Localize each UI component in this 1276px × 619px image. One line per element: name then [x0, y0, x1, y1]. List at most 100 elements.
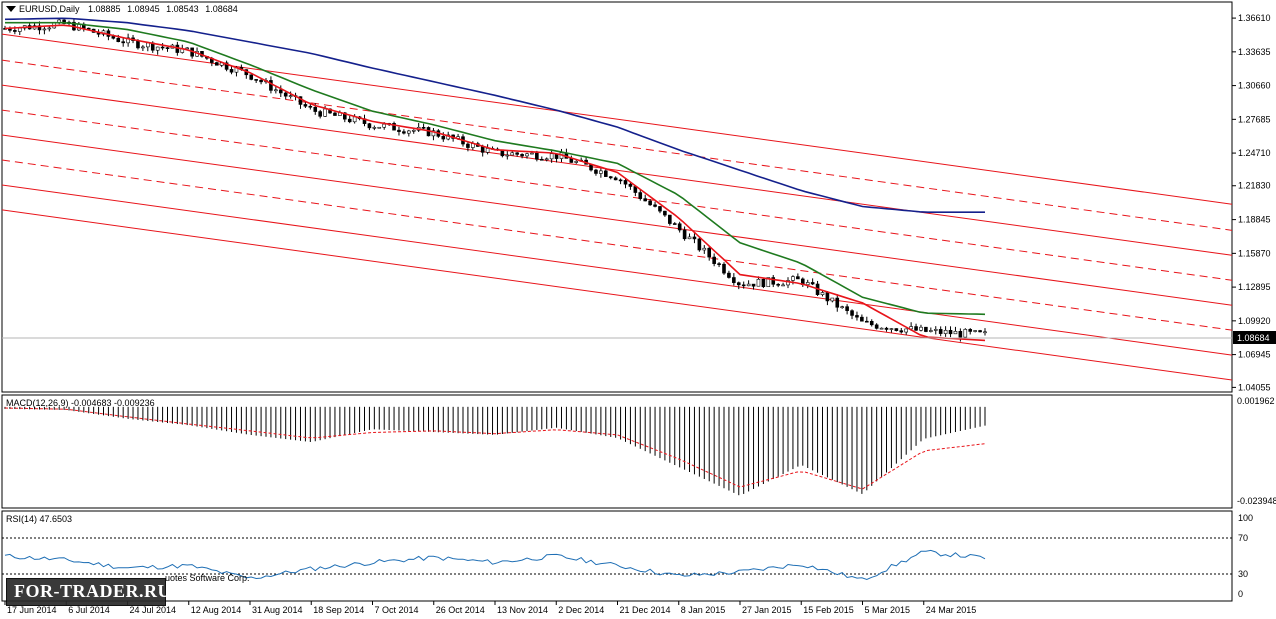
candle-body — [860, 316, 864, 322]
ohlc-low: 1.08543 — [166, 4, 199, 14]
candle-body — [126, 37, 130, 44]
candle-body — [347, 118, 352, 123]
last-price-tag — [1233, 331, 1276, 344]
candle-body — [909, 326, 913, 330]
price-tick-label: 1.15870 — [1238, 248, 1271, 258]
candle-body — [904, 328, 909, 333]
candle-body — [751, 283, 756, 287]
price-tick-label: 1.12895 — [1238, 282, 1271, 292]
candle-body — [618, 179, 623, 182]
candle-body — [978, 330, 982, 333]
macd-tick-bottom: -0.023948 — [1237, 496, 1276, 506]
candle-body — [259, 79, 263, 83]
time-tick-label: 6 Jul 2014 — [68, 605, 110, 615]
candle-body — [658, 206, 662, 212]
candle-body — [924, 326, 928, 332]
candle-body — [313, 106, 318, 112]
price-tick-label: 1.27685 — [1238, 114, 1271, 124]
rsi-tick-0: 0 — [1238, 589, 1243, 599]
macd-title: MACD(12,26,9) -0.004683 -0.009236 — [6, 398, 155, 408]
last-price-label: 1.08684 — [1237, 333, 1270, 343]
time-axis: 17 Jun 2014 6 Jul 2014 24 Jul 2014 12 Aug 2… — [4, 601, 976, 615]
candle-body — [766, 277, 771, 288]
candle-body — [707, 247, 712, 258]
candle-body — [249, 74, 254, 80]
time-tick-label: 27 Jan 2015 — [742, 605, 792, 615]
candle-body — [535, 152, 539, 160]
candle-body — [805, 282, 810, 285]
rsi-line — [4, 549, 986, 581]
regression-channel-line — [2, 109, 1232, 281]
candle-body — [141, 46, 145, 49]
candle-body — [485, 148, 490, 153]
candle-body — [229, 69, 234, 73]
candle-body — [953, 330, 958, 335]
ohlc-close: 1.08684 — [205, 4, 238, 14]
candle-body — [288, 95, 293, 97]
candle-body — [732, 277, 736, 283]
moving-average-line — [5, 21, 986, 316]
candle-body — [948, 329, 953, 335]
candle-body — [185, 47, 190, 50]
candle-body — [397, 129, 401, 132]
candle-body — [697, 238, 702, 251]
candle-body — [165, 47, 170, 49]
ohlc-high: 1.08945 — [127, 4, 160, 14]
time-tick-label: 8 Jan 2015 — [681, 605, 726, 615]
time-tick-label: 2 Dec 2014 — [558, 605, 604, 615]
candle-body — [845, 306, 849, 311]
candle-body — [111, 36, 116, 39]
price-tick-label: 1.36610 — [1238, 13, 1271, 23]
candle-body — [781, 284, 785, 287]
candle-body — [919, 326, 923, 331]
rsi-tick-100: 100 — [1238, 513, 1253, 523]
time-tick-label: 12 Aug 2014 — [191, 605, 242, 615]
candle-body — [402, 131, 406, 134]
regression-channel-line — [2, 159, 1232, 331]
candle-body — [224, 62, 229, 70]
rsi-title: RSI(14) 47.6503 — [6, 514, 72, 524]
candle-body — [874, 324, 879, 329]
regression-channel-line — [2, 33, 1232, 205]
candle-body — [17, 27, 22, 32]
price-tick-label: 1.30660 — [1238, 81, 1271, 91]
time-tick-label: 15 Feb 2015 — [803, 605, 854, 615]
price-tick-label: 1.06945 — [1238, 350, 1271, 360]
candle-body — [672, 223, 677, 225]
candle-body — [608, 176, 613, 179]
candle-body — [855, 315, 859, 318]
candle-body — [983, 331, 987, 334]
candle-body — [796, 276, 800, 280]
candle-body — [899, 330, 904, 333]
price-tick-label: 1.09920 — [1238, 316, 1271, 326]
candle-body — [254, 79, 258, 81]
candle-body — [771, 277, 776, 285]
time-tick-label: 13 Nov 2014 — [497, 605, 548, 615]
candle-body — [879, 327, 884, 330]
svg-text:EURUSD,Daily 1.08885: EURUSD,Daily 1.08885 1.08945 1.08543 1.0… — [19, 4, 238, 14]
rsi-tick-30: 30 — [1238, 569, 1248, 579]
candle-body — [687, 236, 692, 240]
time-tick-label: 26 Oct 2014 — [436, 605, 485, 615]
candle-body — [421, 127, 426, 129]
candle-body — [13, 30, 17, 32]
candle-body — [663, 210, 667, 216]
candle-body — [613, 177, 618, 181]
candle-body — [746, 283, 751, 287]
candle-body — [146, 42, 150, 48]
candle-body — [643, 198, 648, 202]
candle-body — [333, 112, 337, 116]
candle-body — [42, 28, 47, 31]
candle-body — [835, 297, 840, 308]
candle-body — [525, 153, 529, 157]
price-tick-label: 1.24710 — [1238, 148, 1271, 158]
candle-body — [825, 292, 830, 302]
candle-body — [628, 183, 633, 187]
candle-body — [894, 328, 899, 331]
ohlc-open: 1.08885 — [88, 4, 121, 14]
candle-body — [160, 46, 165, 49]
candle-body — [318, 111, 322, 117]
candle-body — [810, 282, 815, 285]
candle-body — [968, 329, 973, 332]
